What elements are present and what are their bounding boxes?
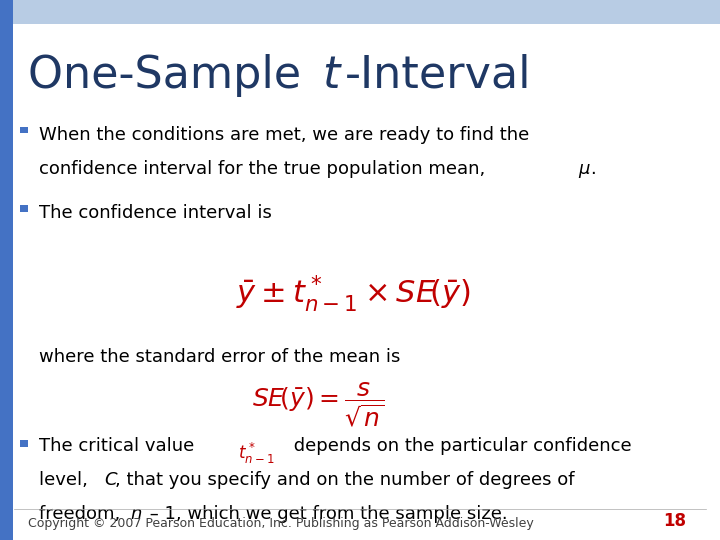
Text: freedom,: freedom, [39,505,126,523]
Text: 18: 18 [663,512,686,530]
Text: The critical value: The critical value [39,437,200,455]
Text: n: n [131,505,143,523]
Text: where the standard error of the mean is: where the standard error of the mean is [39,348,400,366]
Text: When the conditions are met, we are ready to find the: When the conditions are met, we are read… [39,126,529,144]
Bar [20,127,28,133]
Text: , that you specify and on the number of degrees of: , that you specify and on the number of … [115,471,575,489]
Text: -Interval: -Interval [344,54,531,97]
Text: level,: level, [39,471,94,489]
Text: $SE\!\left(\bar{y}\right) = \dfrac{s}{\sqrt{n}}$: $SE\!\left(\bar{y}\right) = \dfrac{s}{\s… [252,381,384,429]
Text: depends on the particular confidence: depends on the particular confidence [288,437,631,455]
Text: Copyright © 2007 Pearson Education, Inc. Publishing as Pearson Addison-Wesley: Copyright © 2007 Pearson Education, Inc.… [28,517,534,530]
Text: $\bar{y} \pm t^*_{n-1} \times SE\!\left(\bar{y}\right)$: $\bar{y} \pm t^*_{n-1} \times SE\!\left(… [236,273,471,314]
Text: t: t [322,54,339,97]
Text: C: C [104,471,117,489]
Bar [20,205,28,212]
Bar [20,440,28,447]
Text: .: . [590,160,596,178]
Text: The confidence interval is: The confidence interval is [39,204,271,222]
Text: One-Sample: One-Sample [28,54,315,97]
Text: confidence interval for the true population mean,: confidence interval for the true populat… [39,160,491,178]
Text: $t^*_{n-1}$: $t^*_{n-1}$ [238,441,275,466]
Text: μ: μ [578,160,590,178]
Text: – 1, which we get from the sample size.: – 1, which we get from the sample size. [143,505,507,523]
